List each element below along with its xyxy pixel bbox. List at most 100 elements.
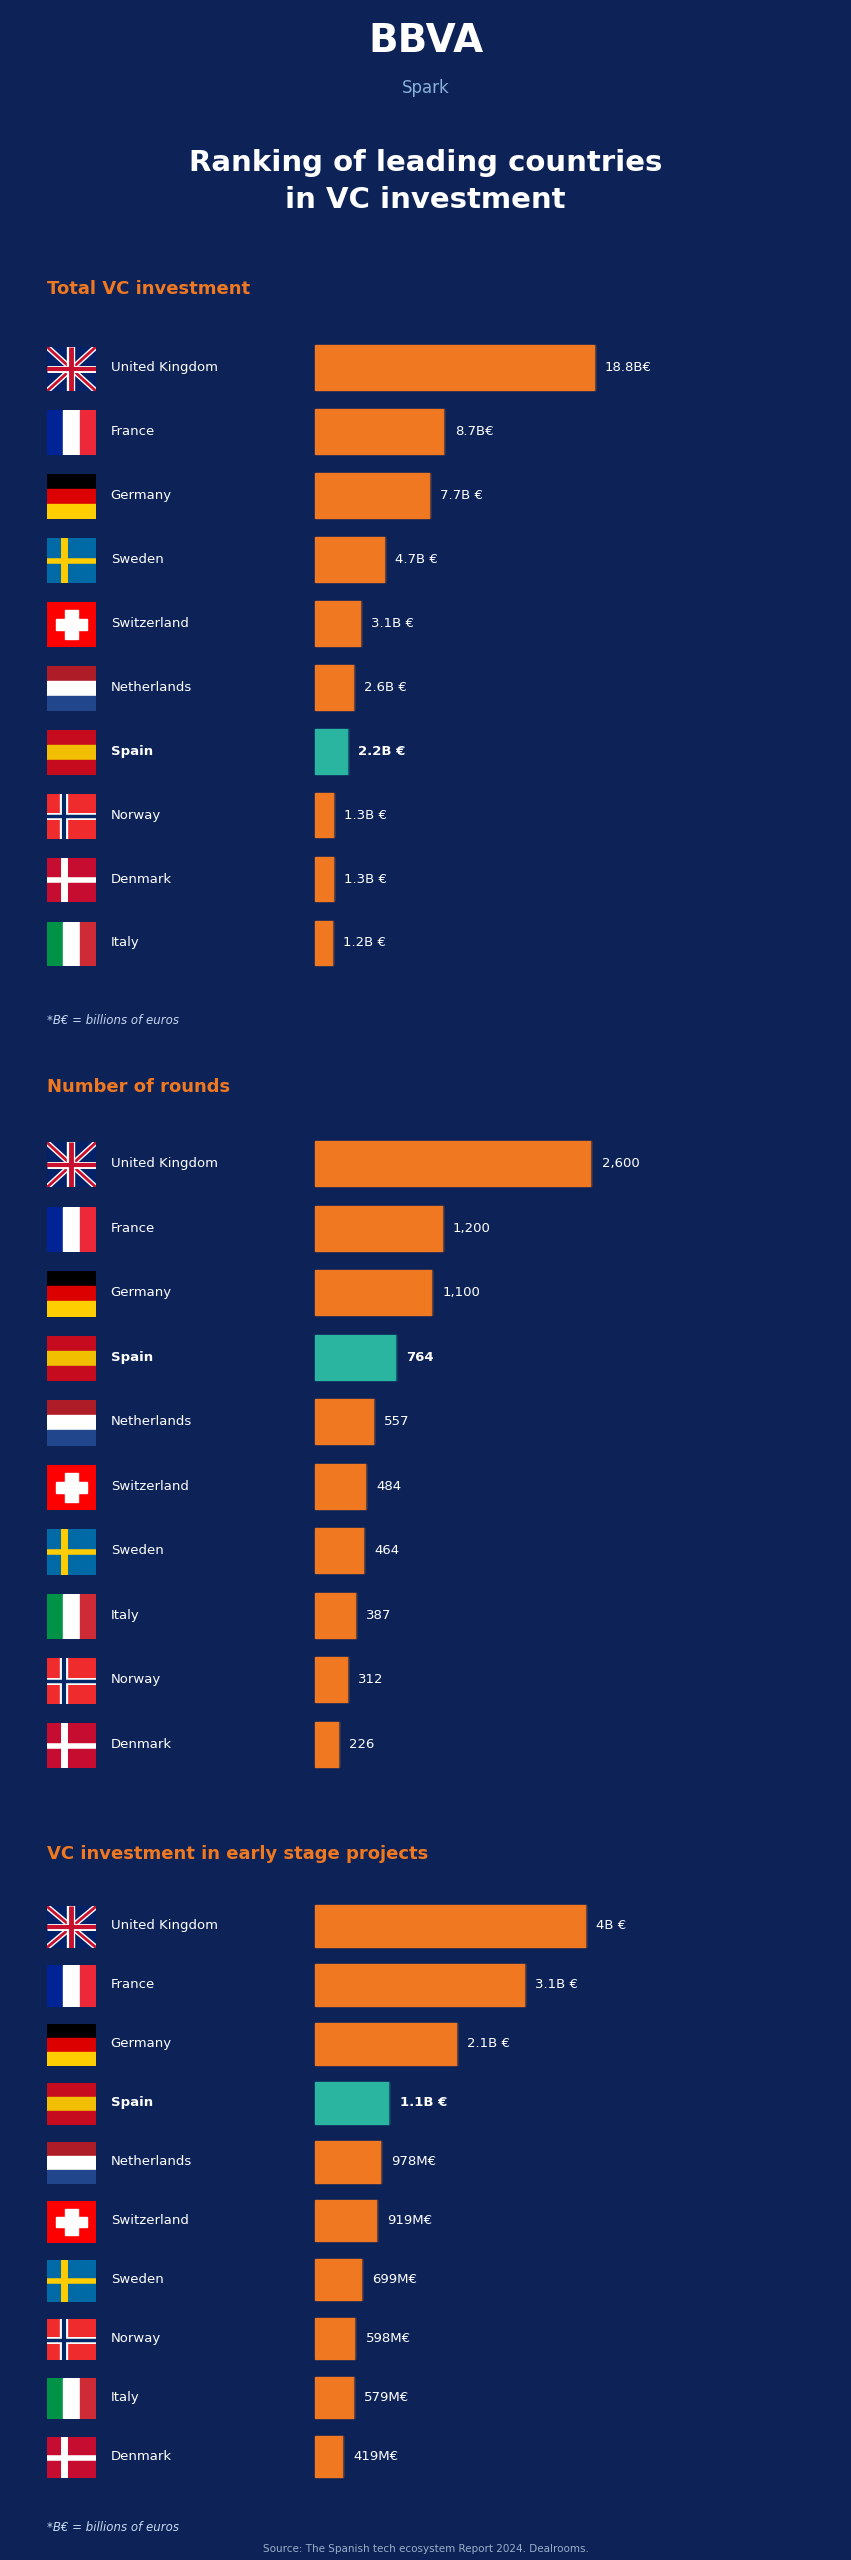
Bar: [315, 666, 354, 709]
Bar: [315, 1400, 374, 1444]
Bar: [47, 730, 96, 745]
Text: Ranking of leading countries
in VC investment: Ranking of leading countries in VC inves…: [189, 148, 662, 215]
Bar: [80, 1966, 96, 2007]
Bar: [315, 1964, 525, 2004]
Text: Netherlands: Netherlands: [111, 2156, 191, 2168]
Text: 312: 312: [358, 1674, 384, 1687]
Text: 4B €: 4B €: [596, 1920, 626, 1933]
Text: 978M€: 978M€: [391, 2156, 437, 2168]
Bar: [315, 794, 334, 837]
Text: 1,200: 1,200: [453, 1221, 491, 1234]
Text: France: France: [111, 1221, 155, 1234]
Text: VC investment in early stage projects: VC investment in early stage projects: [47, 1846, 428, 1864]
Text: 1.2B €: 1.2B €: [343, 937, 386, 950]
Text: 4.7B €: 4.7B €: [395, 553, 438, 566]
Bar: [47, 489, 96, 504]
Bar: [47, 681, 96, 696]
Text: Netherlands: Netherlands: [111, 1416, 191, 1428]
Bar: [47, 2038, 96, 2051]
Text: 484: 484: [376, 1480, 402, 1492]
Text: 419M€: 419M€: [353, 2450, 398, 2463]
Text: 8.7B€: 8.7B€: [454, 425, 494, 438]
Text: Total VC investment: Total VC investment: [47, 279, 250, 297]
Text: 1,100: 1,100: [443, 1285, 480, 1300]
Bar: [315, 1592, 356, 1638]
Bar: [315, 922, 333, 965]
Bar: [315, 346, 595, 389]
Bar: [80, 922, 96, 965]
Text: 1.3B €: 1.3B €: [345, 809, 387, 822]
Bar: [315, 730, 347, 773]
Bar: [315, 1464, 366, 1508]
Text: Norway: Norway: [111, 1674, 161, 1687]
Bar: [47, 1300, 96, 1316]
Bar: [315, 1334, 396, 1380]
Bar: [47, 2025, 96, 2038]
Bar: [47, 922, 63, 965]
Bar: [315, 474, 430, 517]
Text: 3.1B €: 3.1B €: [371, 617, 414, 630]
Bar: [315, 1206, 443, 1252]
Bar: [315, 538, 385, 581]
Bar: [55, 620, 88, 630]
Text: 699M€: 699M€: [373, 2273, 417, 2286]
Bar: [47, 410, 63, 456]
Bar: [63, 1206, 80, 1252]
Bar: [47, 696, 96, 712]
Bar: [47, 1288, 96, 1300]
Bar: [315, 410, 444, 453]
Bar: [47, 1336, 96, 1352]
Text: United Kingdom: United Kingdom: [111, 361, 218, 374]
Text: Italy: Italy: [111, 937, 140, 950]
Bar: [65, 1472, 78, 1503]
Bar: [47, 2084, 96, 2097]
Text: 2,600: 2,600: [602, 1157, 639, 1170]
Text: 1.1B €: 1.1B €: [400, 2097, 447, 2109]
Bar: [315, 1528, 364, 1574]
Text: France: France: [111, 425, 155, 438]
Text: Spain: Spain: [111, 1352, 153, 1364]
Bar: [47, 760, 96, 776]
Text: 919M€: 919M€: [387, 2214, 432, 2227]
Text: Denmark: Denmark: [111, 2450, 172, 2463]
Text: BBVA: BBVA: [368, 23, 483, 59]
Text: 226: 226: [349, 1738, 374, 1751]
Bar: [47, 2112, 96, 2125]
Text: United Kingdom: United Kingdom: [111, 1157, 218, 1170]
Text: Spark: Spark: [402, 79, 449, 97]
Bar: [63, 922, 80, 965]
Bar: [47, 1416, 96, 1431]
Bar: [47, 1966, 63, 2007]
Text: 2.1B €: 2.1B €: [467, 2038, 511, 2051]
Text: France: France: [111, 1979, 155, 1992]
Bar: [315, 1723, 339, 1766]
Text: 579M€: 579M€: [364, 2391, 409, 2404]
Text: Denmark: Denmark: [111, 873, 172, 886]
Text: Sweden: Sweden: [111, 2273, 163, 2286]
Bar: [47, 2156, 96, 2171]
Text: Norway: Norway: [111, 809, 161, 822]
Text: 7.7B €: 7.7B €: [440, 489, 483, 502]
Text: 387: 387: [366, 1608, 391, 1623]
Bar: [315, 2140, 381, 2184]
Text: Spain: Spain: [111, 745, 153, 758]
Bar: [315, 2022, 457, 2063]
Bar: [47, 1367, 96, 1380]
Bar: [47, 1431, 96, 1446]
Bar: [63, 2378, 80, 2419]
Text: Norway: Norway: [111, 2332, 161, 2345]
Text: Switzerland: Switzerland: [111, 2214, 189, 2227]
Text: Germany: Germany: [111, 489, 172, 502]
Text: 2.2B €: 2.2B €: [357, 745, 405, 758]
Text: 557: 557: [385, 1416, 410, 1428]
Text: *B€ = billions of euros: *B€ = billions of euros: [47, 1014, 179, 1027]
Text: Spain: Spain: [111, 2097, 153, 2109]
Bar: [315, 602, 361, 645]
Text: 1.3B €: 1.3B €: [345, 873, 387, 886]
Bar: [55, 2217, 88, 2227]
Text: Germany: Germany: [111, 1285, 172, 1300]
Bar: [80, 1206, 96, 1252]
Text: 2.6B €: 2.6B €: [364, 681, 407, 694]
Text: Sweden: Sweden: [111, 553, 163, 566]
Bar: [315, 2258, 363, 2301]
